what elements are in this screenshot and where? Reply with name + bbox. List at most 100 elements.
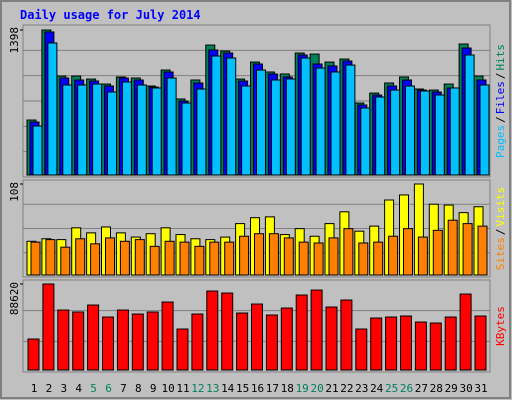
legend-entry: Hits: [494, 44, 507, 71]
x-tick-label: 8: [135, 382, 142, 395]
legend-separator: /: [494, 229, 507, 236]
bar: [72, 311, 85, 371]
bar: [315, 67, 326, 176]
bar: [119, 240, 130, 276]
bar: [390, 89, 401, 176]
bar: [462, 223, 473, 276]
legend-entry: KBytes: [494, 306, 507, 346]
x-tick-label: 11: [176, 382, 189, 395]
bar: [146, 311, 159, 371]
bar: [300, 57, 311, 176]
bar: [400, 315, 412, 371]
x-tick-label: 25: [385, 382, 398, 395]
bar: [256, 69, 266, 176]
bar: [283, 237, 294, 276]
bar: [196, 88, 207, 176]
bar: [194, 245, 205, 276]
bar: [181, 102, 192, 176]
bar: [285, 78, 296, 176]
bar: [419, 90, 430, 176]
bar: [358, 242, 369, 276]
x-tick-label: 15: [236, 382, 249, 395]
bar: [164, 240, 175, 276]
x-tick-label: 13: [206, 382, 219, 395]
legend: KBytes: [494, 306, 507, 346]
bar: [116, 309, 129, 371]
x-tick-label: 21: [325, 382, 338, 395]
bar: [45, 239, 56, 276]
bar: [432, 229, 443, 276]
legend-entry: Visits: [494, 187, 507, 227]
bar: [474, 315, 487, 371]
bar: [209, 241, 220, 276]
bar: [161, 301, 174, 371]
x-tick-label: 17: [266, 382, 279, 395]
legend-entry: Pages: [494, 125, 507, 158]
bar: [434, 94, 445, 176]
bar: [385, 316, 398, 371]
legend-separator: /: [494, 73, 507, 80]
bar: [251, 303, 263, 371]
bar: [459, 293, 472, 371]
bar: [57, 309, 70, 371]
bar: [224, 241, 235, 276]
bar: [134, 239, 145, 276]
bar: [47, 42, 58, 176]
bar: [355, 328, 368, 371]
bar: [310, 289, 323, 371]
bar: [417, 236, 428, 276]
bar: [206, 290, 219, 371]
bar: [176, 328, 189, 371]
bar: [449, 87, 460, 176]
bar: [107, 91, 117, 176]
bar: [166, 77, 177, 176]
bar: [239, 235, 250, 276]
bar: [265, 314, 278, 371]
bar: [90, 243, 101, 276]
bar: [325, 306, 338, 371]
bar: [87, 304, 100, 371]
bar: [405, 85, 415, 176]
bar: [92, 83, 103, 176]
bar: [179, 241, 190, 276]
bar: [62, 84, 73, 176]
x-tick-label: 5: [90, 382, 97, 395]
bar: [60, 246, 71, 276]
x-tick-label: 20: [310, 382, 323, 395]
bar: [280, 307, 293, 371]
bar: [295, 294, 308, 371]
bar: [105, 237, 115, 276]
legend-entry: Files: [494, 81, 507, 114]
bar: [136, 84, 147, 176]
bar: [340, 299, 353, 371]
bar: [268, 233, 279, 276]
bar: [447, 219, 458, 276]
x-tick-label: 6: [105, 382, 112, 395]
bar: [241, 85, 252, 176]
bar: [429, 322, 442, 371]
bar: [313, 242, 324, 276]
bar: [77, 84, 88, 176]
x-tick-label: 31: [474, 382, 487, 395]
bar: [464, 54, 475, 176]
x-tick-label: 3: [60, 382, 67, 395]
legend: Pages/Files/Hits: [494, 44, 507, 158]
bar: [151, 87, 162, 176]
bar: [403, 228, 413, 276]
bar: [375, 96, 386, 176]
bar: [373, 241, 384, 276]
bar: [27, 338, 40, 371]
bar: [211, 55, 222, 176]
x-tick-label: 16: [251, 382, 264, 395]
legend-separator: /: [494, 116, 507, 123]
x-tick-label: 18: [281, 382, 294, 395]
bar: [149, 245, 160, 276]
bar: [479, 84, 490, 176]
bar: [42, 283, 55, 371]
x-tick-label: 30: [459, 382, 472, 395]
x-tick-label: 1: [31, 382, 38, 395]
x-tick-label: 27: [415, 382, 428, 395]
chart-title: Daily usage for July 2014: [20, 8, 201, 22]
